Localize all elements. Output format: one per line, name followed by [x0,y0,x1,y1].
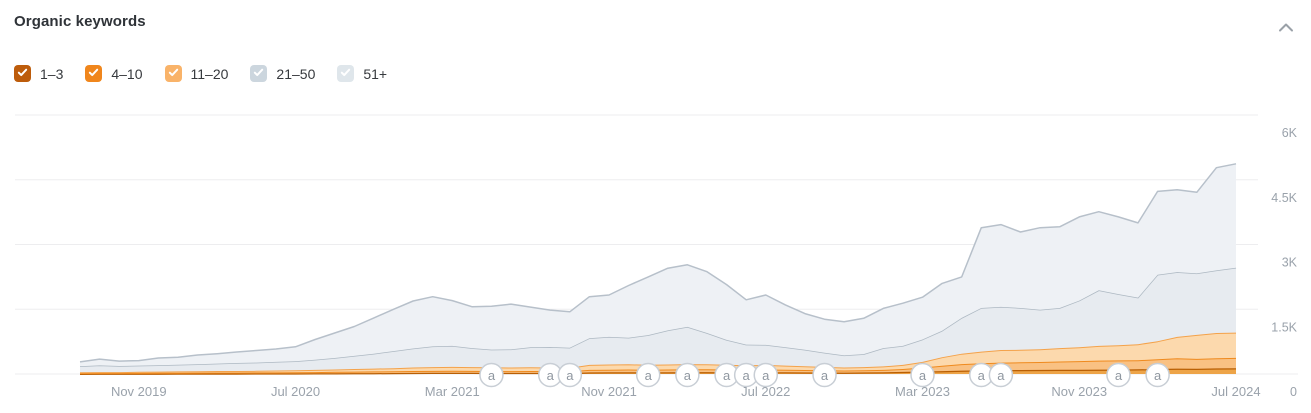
filter-label-1-3: 1–3 [40,65,64,82]
annotation-circle [812,362,837,388]
annotation-badge[interactable]: a [1106,362,1131,388]
x-axis-label: Jul 2024 [1211,384,1260,399]
annotation-letter: a [723,368,731,383]
annotation-letter: a [547,368,555,383]
checkbox-11-20[interactable] [164,65,182,83]
checkbox-21-50[interactable] [250,65,268,83]
annotation-badge[interactable]: a [1145,362,1170,388]
series-area-11-20 [80,332,1236,374]
annotation-circle [910,362,935,388]
position-range-filter: 1–3 4–10 11–20 21–50 51+ [14,65,1311,82]
annotation-badge[interactable]: a [635,362,661,388]
x-axis-label: Mar 2023 [895,384,950,399]
filter-item-11-20[interactable]: 11–20 [164,65,229,83]
check-icon [168,65,179,83]
series-area-51plus [80,163,1236,367]
panel-header: Organic keywords [0,0,1311,32]
check-icon [17,65,28,83]
annotation-circle [1145,362,1170,388]
x-axis-label: Nov 2023 [1051,384,1107,399]
annotation-letter: a [1115,368,1123,383]
annotation-circle [753,362,779,388]
annotation-badge[interactable]: a [557,362,583,388]
annotation-circle [675,362,700,388]
x-axis-label: Nov 2021 [581,384,637,399]
series-area-21-50 [80,267,1236,373]
series-area-4-10 [80,357,1236,374]
annotation-letter: a [821,368,829,383]
annotation-badge[interactable]: a [910,362,935,388]
annotation-letter: a [488,368,496,383]
annotation-letter: a [684,368,692,383]
filter-label-11-20: 11–20 [190,65,229,82]
annotation-badge[interactable]: a [479,362,504,388]
series-area-1-3 [80,368,1236,374]
annotation-circle [635,362,661,388]
filter-label-21-50: 21–50 [276,65,316,82]
annotation-letter: a [978,368,986,383]
filter-item-4-10[interactable]: 4–10 [85,65,143,83]
annotation-letter: a [762,368,770,383]
x-axis-label: Nov 2019 [111,384,167,399]
filter-item-21-50[interactable]: 21–50 [250,65,315,82]
annotation-circle [1106,362,1131,388]
annotation-badge[interactable]: a [675,362,700,388]
check-icon [340,65,351,83]
annotation-circle [557,362,583,388]
y-axis-label: 4.5K [1271,191,1297,205]
filter-label-51plus: 51+ [363,65,388,82]
annotation-letter: a [645,368,653,383]
chevron-up-icon [1278,21,1294,36]
annotation-letter: a [743,368,751,383]
annotation-badge[interactable]: a [753,362,779,388]
filter-item-1-3[interactable]: 1–3 [14,65,63,82]
annotation-letter: a [566,368,574,383]
x-axis-label: Mar 2021 [425,384,480,399]
y-axis-label: 3K [1282,256,1298,270]
checkbox-51plus[interactable] [337,65,355,83]
annotation-letter: a [1154,368,1162,383]
y-axis-label: 1.5K [1271,320,1297,334]
annotation-letter: a [997,368,1005,383]
filter-label-4-10: 4–10 [111,65,143,82]
x-axis-label: Jul 2022 [741,384,790,399]
panel-title: Organic keywords [14,13,146,30]
annotation-badge[interactable]: a [988,362,1014,388]
y-axis-label: 0 [1290,385,1297,399]
check-icon [88,65,99,83]
filter-item-51plus[interactable]: 51+ [337,65,387,82]
annotation-badge[interactable]: a [812,362,837,388]
series-line-51plus [79,163,1237,363]
check-icon [253,65,264,83]
y-axis-label: 6K [1282,126,1298,140]
annotation-circle [988,362,1014,388]
collapse-panel-button[interactable] [1274,18,1298,37]
x-axis-label: Jul 2020 [271,384,320,399]
checkbox-1-3[interactable] [14,65,31,82]
annotation-circle [479,362,504,388]
checkbox-4-10[interactable] [85,65,103,83]
annotation-letter: a [919,368,927,383]
